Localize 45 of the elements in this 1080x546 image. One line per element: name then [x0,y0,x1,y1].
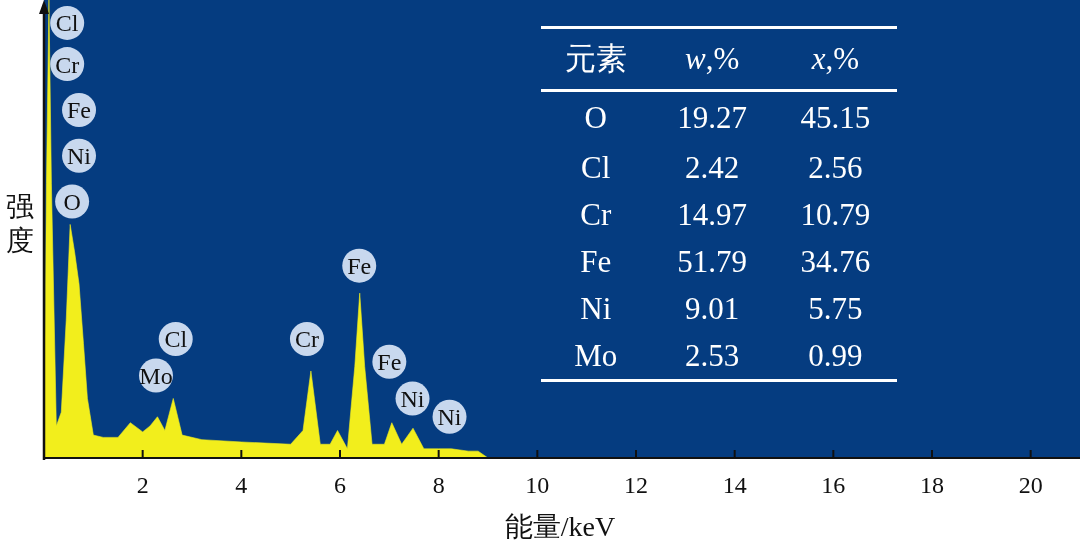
annotation: Cl [55,10,79,37]
x-tick-label: 6 [334,472,346,499]
data-label: 19.27 [676,99,748,137]
x-tick-label: 14 [722,472,747,499]
annotation: Fe [377,349,402,376]
annotation: Ni [400,385,425,412]
y-axis-title: 强度 [5,190,35,258]
text: x,% [811,41,860,76]
x-tick-label: 20 [1018,472,1043,499]
annotation: O [63,189,81,216]
annotation: Cl [164,326,188,353]
x-tick-label: 10 [525,472,550,499]
annotation: Mo [139,363,173,390]
annotation: Fe [347,253,372,280]
legend-title: 元素 [563,40,628,78]
data-label: 45.15 [799,99,872,137]
annotation: Cr [55,51,80,78]
x-tick-label: 12 [624,472,648,499]
category-label: Cr [579,195,613,234]
data-label: 34.76 [799,242,872,281]
category-label: O [583,99,608,137]
category-label: Fe [579,242,613,281]
category-label: Cl [580,148,612,187]
category-label: Ni [579,289,613,328]
x-tick-label: 18 [920,472,944,499]
category-label: Mo [573,336,619,375]
data-label: 10.79 [799,195,872,234]
x-tick-label: 8 [432,472,445,499]
data-label: 2.53 [684,336,741,375]
data-label: 14.97 [676,195,748,234]
data-label: 51.79 [676,242,748,281]
data-label: 0.99 [807,336,864,375]
data-label: 9.01 [684,289,741,328]
annotation: Ni [437,404,462,431]
data-label: 2.42 [684,148,741,187]
x-axis-title: 能量/keV [503,510,617,544]
annotation: Fe [67,97,92,124]
annotation: Cr [294,326,319,353]
x-tick-label: 4 [235,472,248,499]
x-tick-label: 16 [821,472,846,499]
annotation: Ni [67,143,92,170]
data-label: 5.75 [807,289,864,328]
data-label: 2.56 [807,148,864,187]
x-tick-label: 2 [136,472,149,499]
text: w,% [685,41,740,76]
